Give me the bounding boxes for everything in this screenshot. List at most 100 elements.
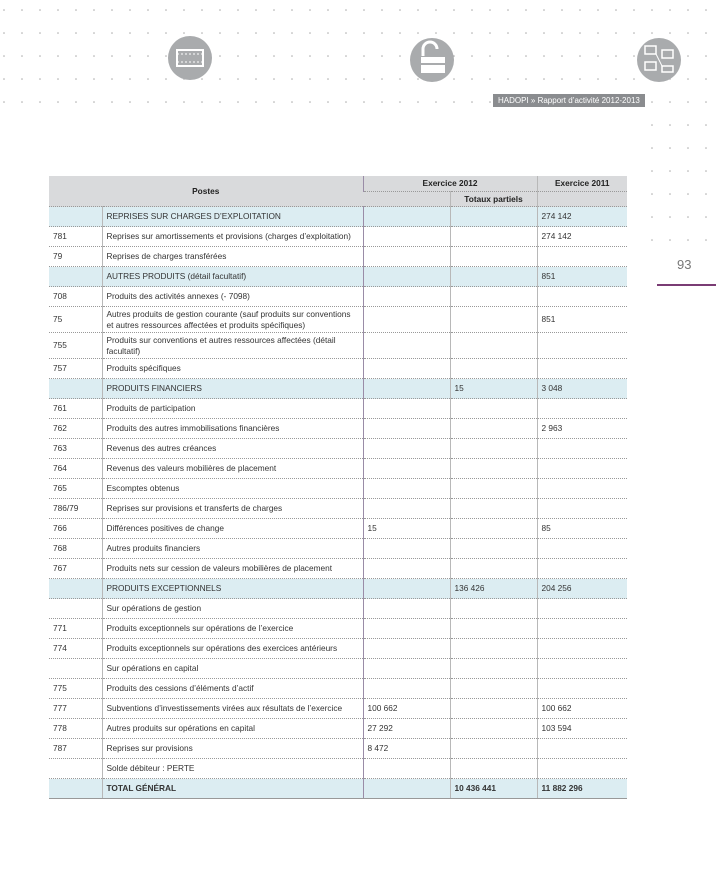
amount-2011: 100 662 bbox=[536, 698, 627, 719]
account-code: 774 bbox=[49, 638, 102, 659]
amount-2012 bbox=[362, 358, 450, 379]
account-code: 757 bbox=[49, 358, 102, 379]
account-label: Autres produits financiers bbox=[101, 538, 363, 559]
partial-total-2012: 15 bbox=[449, 378, 537, 399]
table-row: 778 Autres produits sur opérations en cap… bbox=[49, 718, 627, 739]
amount-2011 bbox=[536, 598, 627, 619]
account-code bbox=[49, 378, 102, 399]
amount-2012 bbox=[362, 378, 450, 399]
background-decor bbox=[0, 0, 716, 250]
amount-2011 bbox=[536, 758, 627, 779]
account-label: Produits exceptionnels sur opérations de… bbox=[101, 618, 363, 639]
account-code: 75 bbox=[49, 306, 102, 333]
amount-2011: 274 142 bbox=[536, 226, 627, 247]
table-row: 762 Produits des autres immobilisations f… bbox=[49, 418, 627, 439]
amount-2011: 851 bbox=[536, 306, 627, 333]
partial-total-2012 bbox=[449, 398, 537, 419]
account-label: Produits de participation bbox=[101, 398, 363, 419]
section-row: AUTRES PRODUITS (détail facultatif) 851 bbox=[49, 266, 627, 287]
table-row: 79 Reprises de charges transférées bbox=[49, 246, 627, 267]
amount-2011 bbox=[536, 658, 627, 679]
table-row: 774 Produits exceptionnels sur opérations… bbox=[49, 638, 627, 659]
brand-banner: HADOPI » Rapport d’activité 2012-2013 bbox=[493, 94, 645, 107]
partial-total-2012: 10 436 441 bbox=[449, 778, 537, 799]
account-code: 771 bbox=[49, 618, 102, 639]
partial-total-2012 bbox=[449, 638, 537, 659]
amount-2012 bbox=[362, 638, 450, 659]
amount-2011: 274 142 bbox=[536, 206, 627, 227]
section-row: TOTAL GÉNÉRAL 10 436 441 11 882 296 bbox=[49, 778, 627, 799]
amount-2011 bbox=[536, 558, 627, 579]
account-label: Reprises de charges transférées bbox=[101, 246, 363, 267]
account-code bbox=[49, 266, 102, 287]
amount-2012 bbox=[362, 778, 450, 799]
partial-total-2012 bbox=[449, 558, 537, 579]
partial-total-2012 bbox=[449, 678, 537, 699]
table-row: 787 Reprises sur provisions 8 472 bbox=[49, 738, 627, 759]
amount-2012 bbox=[362, 332, 450, 359]
amount-2011 bbox=[536, 332, 627, 359]
amount-2012 bbox=[362, 598, 450, 619]
partial-total-2012 bbox=[449, 538, 537, 559]
account-code: 768 bbox=[49, 538, 102, 559]
account-label: PRODUITS FINANCIERS bbox=[101, 378, 363, 399]
account-label: Subventions d’investissements virées aux… bbox=[101, 698, 363, 719]
account-code: 787 bbox=[49, 738, 102, 759]
account-label: Produits sur conventions et autres resso… bbox=[101, 332, 363, 359]
account-label: Produits nets sur cession de valeurs mob… bbox=[101, 558, 363, 579]
partial-total-2012 bbox=[449, 418, 537, 439]
account-code: 775 bbox=[49, 678, 102, 699]
amount-2012 bbox=[362, 498, 450, 519]
table-row: 777 Subventions d’investissements virées … bbox=[49, 698, 627, 719]
account-code bbox=[49, 598, 102, 619]
account-code bbox=[49, 206, 102, 227]
account-code: 778 bbox=[49, 718, 102, 739]
partial-total-2012 bbox=[449, 498, 537, 519]
partial-total-2012 bbox=[449, 438, 537, 459]
table-row: 708 Produits des activités annexes (- 709… bbox=[49, 286, 627, 307]
partial-total-2012 bbox=[449, 286, 537, 307]
amount-2011 bbox=[536, 738, 627, 759]
table-row: Solde débiteur : PERTE bbox=[49, 758, 627, 779]
amount-2011: 2 963 bbox=[536, 418, 627, 439]
page-number: 93 bbox=[677, 257, 692, 272]
account-code: 764 bbox=[49, 458, 102, 479]
partial-total-2012 bbox=[449, 478, 537, 499]
account-label: PRODUITS EXCEPTIONNELS bbox=[101, 578, 363, 599]
amount-2011 bbox=[536, 618, 627, 639]
amount-2012 bbox=[362, 478, 450, 499]
table-row: 781 Reprises sur amortissements et provis… bbox=[49, 226, 627, 247]
column-header: Postes bbox=[49, 176, 363, 207]
amount-2011: 204 256 bbox=[536, 578, 627, 599]
amount-2012 bbox=[362, 758, 450, 779]
table-row: 768 Autres produits financiers bbox=[49, 538, 627, 559]
account-label: Produits des autres immobilisations fina… bbox=[101, 418, 363, 439]
film-icon bbox=[168, 36, 212, 80]
account-label: TOTAL GÉNÉRAL bbox=[101, 778, 363, 799]
table-row: 775 Produits des cessions d’éléments d’ac… bbox=[49, 678, 627, 699]
amount-2012 bbox=[362, 398, 450, 419]
amount-2012: 27 292 bbox=[362, 718, 450, 739]
account-code: 763 bbox=[49, 438, 102, 459]
partial-total-2012 bbox=[449, 598, 537, 619]
account-code: 708 bbox=[49, 286, 102, 307]
table-row: 786/79 Reprises sur provisions et transfe… bbox=[49, 498, 627, 519]
table-row: 75 Autres produits de gestion courante (s… bbox=[49, 306, 627, 333]
amount-2012 bbox=[362, 438, 450, 459]
amount-2012: 100 662 bbox=[362, 698, 450, 719]
amount-2011 bbox=[536, 458, 627, 479]
account-label: Reprises sur provisions et transferts de… bbox=[101, 498, 363, 519]
account-label: Autres produits de gestion courante (sau… bbox=[101, 306, 363, 333]
partial-total-2012 bbox=[449, 658, 537, 679]
table-row: 765 Escomptes obtenus bbox=[49, 478, 627, 499]
amount-2012 bbox=[362, 618, 450, 639]
account-label: Sur opérations en capital bbox=[101, 658, 363, 679]
column-header: Totaux partiels bbox=[449, 191, 537, 207]
table-row: Sur opérations de gestion bbox=[49, 598, 627, 619]
table-row: 767 Produits nets sur cession de valeurs … bbox=[49, 558, 627, 579]
amount-2012: 8 472 bbox=[362, 738, 450, 759]
account-code: 766 bbox=[49, 518, 102, 539]
account-label: REPRISES SUR CHARGES D’EXPLOITATION bbox=[101, 206, 363, 227]
table-row: 771 Produits exceptionnels sur opérations… bbox=[49, 618, 627, 639]
